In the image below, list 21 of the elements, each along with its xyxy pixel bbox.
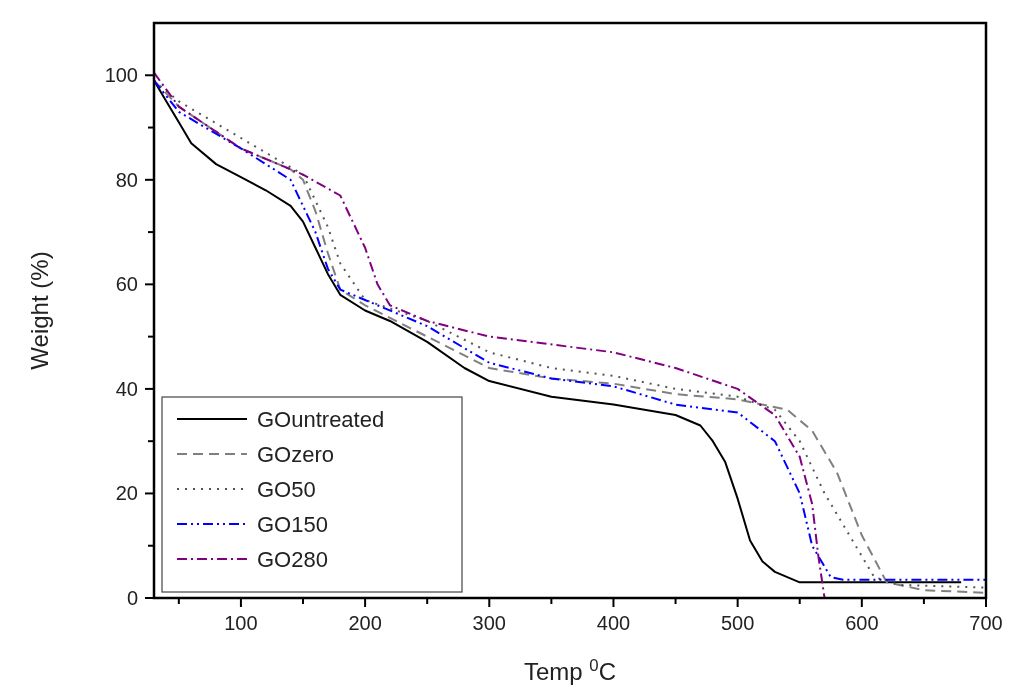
x-tick-label: 200 bbox=[348, 612, 382, 634]
y-axis-title: Weight (%) bbox=[26, 251, 53, 370]
y-tick-label: 0 bbox=[126, 587, 138, 609]
x-tick-label: 100 bbox=[224, 612, 258, 634]
x-tick-label: 500 bbox=[720, 612, 755, 634]
legend-label: GOuntreated bbox=[257, 406, 385, 432]
x-axis-title: Temp $^{0}$C bbox=[523, 655, 617, 685]
y-tick-label: 20 bbox=[115, 482, 138, 505]
x-tick-label: 400 bbox=[596, 612, 631, 634]
legend-label: GO280 bbox=[257, 546, 328, 572]
y-tick-label: 100 bbox=[104, 64, 138, 87]
x-tick-label: 300 bbox=[472, 612, 506, 634]
y-tick-label: 60 bbox=[115, 273, 138, 296]
legend-label: GOzero bbox=[257, 441, 335, 467]
line-series bbox=[153, 71, 826, 599]
legend-label: GO150 bbox=[257, 511, 328, 537]
y-tick-label: 40 bbox=[115, 377, 138, 400]
x-tick-label: 700 bbox=[969, 612, 1003, 634]
y-tick-label: 80 bbox=[115, 168, 138, 191]
legend-label: GO50 bbox=[257, 476, 316, 502]
x-tick-label: 600 bbox=[845, 612, 879, 634]
